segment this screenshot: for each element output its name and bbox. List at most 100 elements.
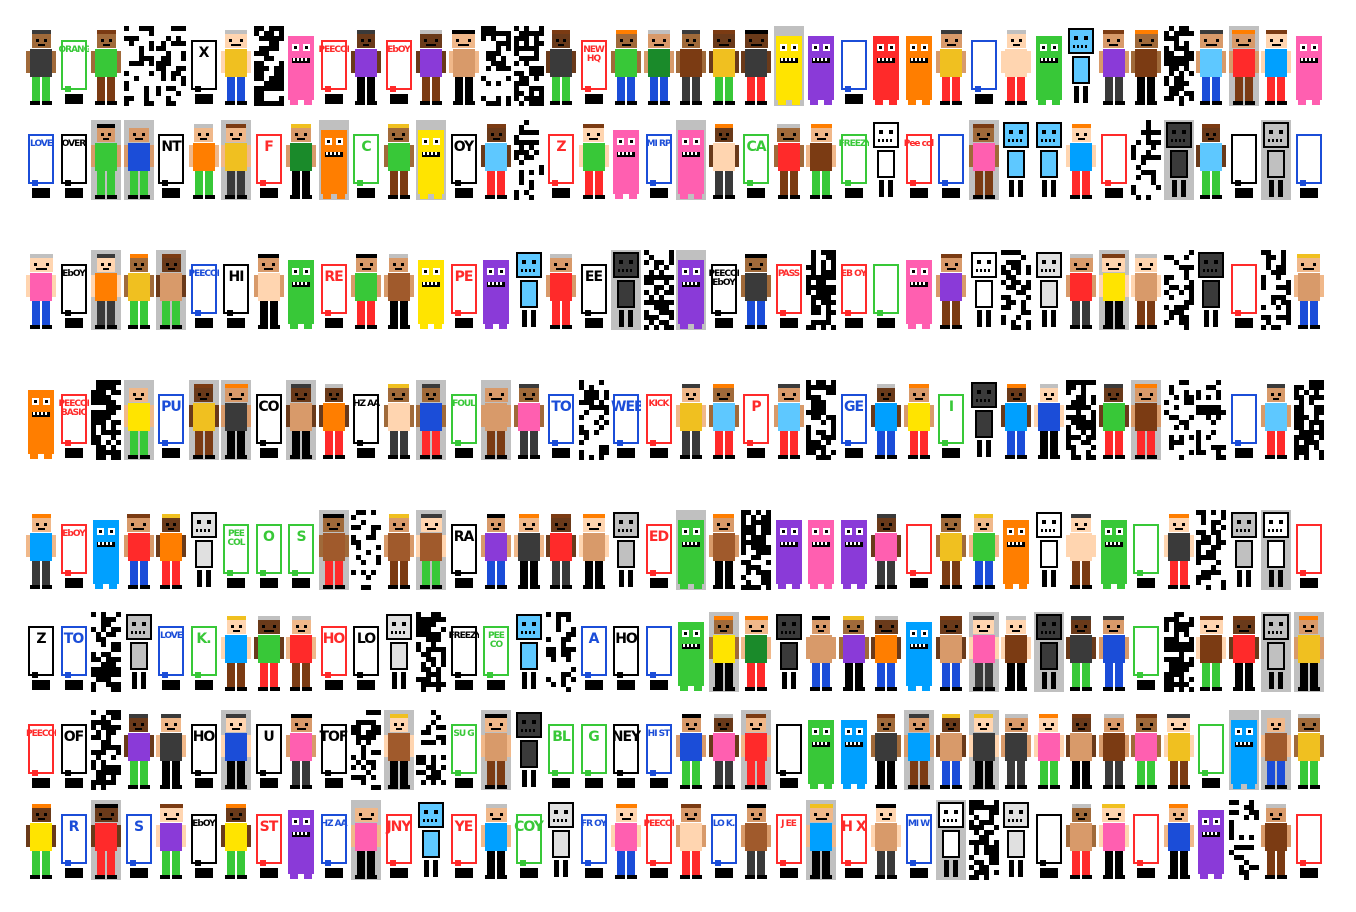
speech-bubble-icon (1228, 380, 1259, 460)
letter-block-word: PEECOL EbOY (708, 269, 739, 288)
pixel-character-icon (221, 800, 251, 880)
speech-bubble-icon: LO K. (708, 800, 739, 880)
speech-bubble-icon: FOUL (448, 380, 479, 460)
pixel-character-icon (1098, 380, 1129, 460)
character-row-7: PEECOL OF HO U TOF SU G BL G NEY HI ST (0, 710, 1356, 790)
pixel-character-icon (676, 800, 706, 880)
pixel-character-icon (1163, 510, 1194, 590)
letter-block-word: TO (63, 631, 84, 647)
pixel-character-icon (448, 26, 479, 106)
letter-block-word: X (198, 45, 210, 61)
robot-icon (124, 612, 154, 692)
pixel-character-icon (676, 710, 706, 790)
pixel-character-icon (708, 510, 739, 590)
monster-icon (416, 120, 446, 200)
robot-icon (514, 250, 544, 330)
letter-block-icon (513, 26, 544, 106)
speech-bubble-icon: EbOY (58, 250, 89, 330)
pixel-character-icon (318, 380, 349, 460)
monster-icon (839, 510, 869, 590)
speech-bubble-icon: OF (58, 710, 89, 790)
letter-block-word: NT (161, 139, 181, 155)
pixel-character-icon (383, 710, 414, 790)
pixel-character-icon (253, 612, 284, 692)
pixel-character-icon (123, 120, 154, 200)
letter-block-word: PEE COL (227, 529, 246, 548)
pixel-character-icon (1001, 612, 1031, 692)
pixel-character-icon (416, 26, 446, 106)
speech-bubble-icon: EbOY (188, 800, 219, 880)
monster-icon (91, 510, 121, 590)
pixel-character-icon (708, 120, 739, 200)
pixel-character-icon (1131, 710, 1161, 790)
speech-bubble-icon: TO (546, 380, 576, 460)
monster-icon (904, 250, 934, 330)
speech-bubble-icon: Z (26, 612, 56, 692)
pixel-character-icon (806, 800, 836, 880)
letter-block-word: TOF (319, 729, 348, 745)
pixel-character-icon (1001, 710, 1031, 790)
speech-bubble-icon: P (741, 380, 771, 460)
speech-bubble-icon: COY (513, 800, 544, 880)
speech-bubble-icon: PEECOL (318, 26, 349, 106)
pixel-character-icon (871, 710, 901, 790)
pixel-character-icon (26, 510, 56, 590)
letter-block-word: FOUL (452, 399, 476, 409)
letter-block-icon (1228, 800, 1259, 880)
letter-block-word: HZ AA (352, 399, 380, 409)
pixel-character-icon (773, 120, 804, 200)
pixel-character-icon (578, 120, 609, 200)
pixel-character-icon (741, 26, 771, 106)
speech-bubble-icon: PASS (773, 250, 804, 330)
speech-bubble-icon: YE (448, 800, 479, 880)
letter-block-word: S (133, 819, 144, 835)
pixel-character-icon (351, 26, 381, 106)
letter-block-icon (643, 250, 674, 330)
speech-bubble-icon: PEECOL (643, 800, 674, 880)
letter-block-word: J EE (781, 819, 797, 829)
speech-bubble-icon (1293, 120, 1324, 200)
pixel-character-icon (936, 26, 966, 106)
pixel-character-icon (1163, 800, 1194, 880)
speech-bubble-icon: EbOY (383, 26, 414, 106)
pixel-character-icon (546, 250, 576, 330)
robot-icon (416, 800, 446, 880)
pixel-character-icon (1098, 250, 1129, 330)
pixel-character-icon (383, 510, 414, 590)
pixel-character-icon (903, 710, 934, 790)
monster-icon (286, 26, 316, 106)
pixel-character-icon (871, 510, 901, 590)
speech-bubble-icon: LO (351, 612, 381, 692)
letter-block-word: SU G (453, 729, 474, 739)
pixel-character-icon (123, 710, 154, 790)
monster-icon (676, 250, 706, 330)
pixel-character-icon (773, 380, 804, 460)
pixel-character-icon (513, 380, 544, 460)
speech-bubble-icon: TO (58, 612, 89, 692)
pixel-character-icon (416, 510, 446, 590)
pixel-character-icon (741, 800, 771, 880)
speech-bubble-icon: OY (448, 120, 479, 200)
pixel-character-icon (676, 26, 706, 106)
letter-block-word: CA (746, 139, 766, 155)
robot-icon (1229, 510, 1259, 590)
pixel-character-icon (318, 510, 349, 590)
pixel-character-icon (1196, 26, 1226, 106)
pixel-character-icon (968, 612, 999, 692)
letter-block-word: O (263, 529, 275, 545)
letter-block-icon (1001, 250, 1031, 330)
speech-bubble-icon: R (58, 800, 89, 880)
speech-bubble-icon (936, 120, 966, 200)
letter-block-word: HZ AA (320, 819, 347, 829)
letter-block-icon (1196, 510, 1226, 590)
letter-block-word: ST (259, 819, 279, 835)
letter-block-word: KICK (648, 399, 670, 409)
pixel-character-icon (1001, 26, 1031, 106)
pixel-character-icon (286, 710, 316, 790)
letter-block-icon (1163, 26, 1194, 106)
letter-block-word: ED (648, 529, 669, 545)
letter-block-word: EbOY (62, 269, 85, 279)
pixel-character-icon (708, 26, 739, 106)
letter-block-word: Z (556, 139, 566, 155)
pixel-character-icon (383, 380, 414, 460)
